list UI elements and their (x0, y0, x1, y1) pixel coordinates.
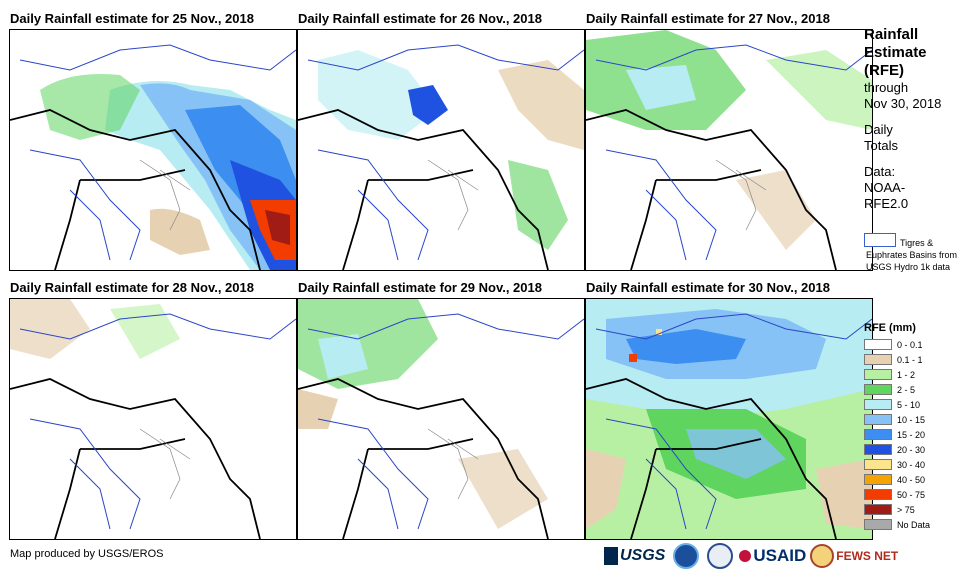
usgs-logo: USGS (604, 547, 665, 565)
map-credit: Map produced by USGS/EROS (10, 548, 164, 560)
panel-title-25-nov: Daily Rainfall estimate for 25 Nov., 201… (10, 11, 254, 26)
legend-label: 15 - 20 (897, 429, 926, 440)
legend-swatch (864, 339, 892, 350)
usgs-logo-text: USGS (620, 547, 666, 564)
panel-title-28-nov: Daily Rainfall estimate for 28 Nov., 201… (10, 280, 254, 295)
rainfall-map-26-nov (297, 29, 585, 271)
legend-item: 10 - 15 (864, 412, 964, 427)
rainfall-map-29-nov (297, 298, 585, 540)
sidebar-date: Nov 30, 2018 (864, 96, 942, 111)
legend-swatch (864, 459, 892, 470)
sidebar-data-label: Data: (864, 164, 896, 179)
agency-logos: USGS USAID FEWS NET (604, 541, 898, 571)
legend-label: No Data (897, 519, 931, 530)
legend-title: RFE (mm) (864, 322, 916, 334)
legend-label: 30 - 40 (897, 459, 926, 470)
basin-swatch (864, 233, 896, 247)
rainfall-map-28-nov (9, 298, 297, 540)
legend-item: 30 - 40 (864, 457, 964, 472)
fews-net-logo: FEWS NET (810, 544, 898, 568)
sidebar-source-line-2: RFE2.0 (864, 196, 909, 211)
sidebar-source-line-1: NOAA- (864, 180, 906, 195)
legend-label: 0.1 - 1 (897, 354, 923, 365)
legend-label: 1 - 2 (897, 369, 916, 380)
legend-label: 50 - 75 (897, 489, 926, 500)
basin-legend-text: Tigres & Euphrates Basins from USGS Hydr… (866, 238, 958, 272)
legend-swatch (864, 474, 892, 485)
legend-label: 20 - 30 (897, 444, 926, 455)
legend-item: 0 - 0.1 (864, 337, 964, 352)
usgs-icon (604, 547, 618, 565)
legend-swatch (864, 504, 892, 515)
seal-logo-icon (707, 543, 734, 569)
rainfall-map-25-nov (9, 29, 297, 271)
usaid-logo-text: USAID (753, 546, 807, 565)
legend-item: 1 - 2 (864, 367, 964, 382)
legend-label: 0 - 0.1 (897, 339, 923, 350)
legend-item: 50 - 75 (864, 487, 964, 502)
sidebar-title-line-1: Rainfall (864, 26, 919, 43)
rainfall-map-27-nov (585, 29, 873, 271)
panel-title-27-nov: Daily Rainfall estimate for 27 Nov., 201… (586, 11, 830, 26)
usaid-icon (739, 550, 752, 562)
legend-swatch (864, 519, 892, 530)
legend-item: 40 - 50 (864, 472, 964, 487)
legend-item: 15 - 20 (864, 427, 964, 442)
legend-swatch (864, 489, 892, 500)
sidebar-title-line-3: (RFE) (864, 62, 904, 79)
legend-label: > 75 (897, 504, 915, 515)
sidebar-totals: Totals (864, 138, 898, 153)
legend-swatch (864, 354, 892, 365)
legend-swatch (864, 444, 892, 455)
panel-title-29-nov: Daily Rainfall estimate for 29 Nov., 201… (298, 280, 542, 295)
panel-title-26-nov: Daily Rainfall estimate for 26 Nov., 201… (298, 11, 542, 26)
legend-label: 40 - 50 (897, 474, 926, 485)
legend-item: 20 - 30 (864, 442, 964, 457)
sidebar-through: through (864, 80, 909, 95)
legend-item: 0.1 - 1 (864, 352, 964, 367)
legend-swatch (864, 399, 892, 410)
legend-item: > 75 (864, 502, 964, 517)
map-description: Rainfall Estimate (RFE) through Nov 30, … (864, 26, 964, 212)
legend-swatch (864, 414, 892, 425)
legend-swatch (864, 369, 892, 380)
legend-item: 2 - 5 (864, 382, 964, 397)
legend-swatch (864, 384, 892, 395)
fews-net-icon (810, 544, 835, 568)
legend-swatch (864, 429, 892, 440)
legend-item: No Data (864, 517, 964, 532)
rfe-legend: RFE (mm) 0 - 0.1 0.1 - 1 1 - 2 2 - 5 5 -… (864, 322, 964, 532)
fews-net-logo-text: FEWS NET (836, 549, 899, 563)
rainfall-map-30-nov (585, 298, 873, 540)
sidebar-daily: Daily (864, 122, 893, 137)
legend-item: 5 - 10 (864, 397, 964, 412)
usaid-logo: USAID (739, 546, 806, 566)
legend-label: 5 - 10 (897, 399, 921, 410)
legend-label: 2 - 5 (897, 384, 916, 395)
legend-label: 10 - 15 (897, 414, 926, 425)
panel-title-30-nov: Daily Rainfall estimate for 30 Nov., 201… (586, 280, 830, 295)
noaa-logo-icon (673, 543, 700, 569)
sidebar-title-line-2: Estimate (864, 44, 927, 61)
